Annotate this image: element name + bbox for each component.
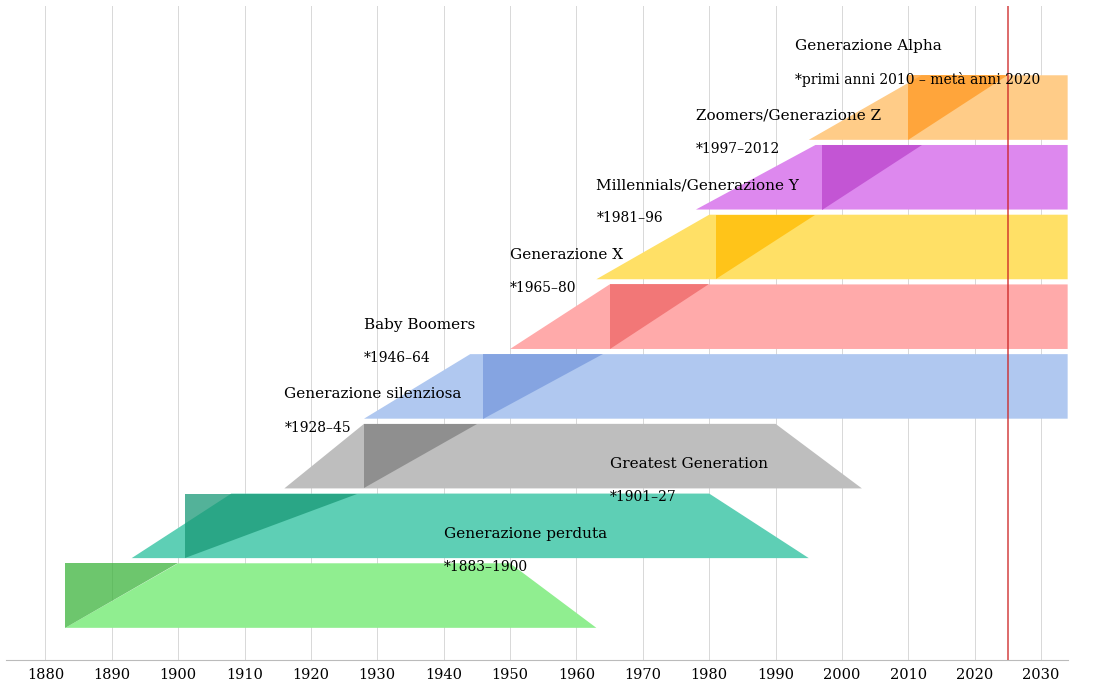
Polygon shape [510, 284, 1068, 349]
Text: *1901–27: *1901–27 [609, 491, 676, 504]
Text: Generazione silenziosa: Generazione silenziosa [285, 387, 462, 401]
Polygon shape [808, 75, 1068, 140]
Polygon shape [65, 563, 596, 628]
Polygon shape [364, 424, 477, 488]
Polygon shape [65, 563, 178, 628]
Polygon shape [716, 215, 815, 279]
Polygon shape [696, 145, 1068, 210]
Polygon shape [132, 493, 808, 558]
Text: Zoomers/Generazione Z: Zoomers/Generazione Z [696, 109, 881, 122]
Text: Baby Boomers: Baby Boomers [364, 318, 475, 332]
Text: *1928–45: *1928–45 [285, 420, 351, 435]
Polygon shape [909, 75, 1008, 140]
Polygon shape [484, 354, 603, 419]
Text: Greatest Generation: Greatest Generation [609, 457, 768, 471]
Polygon shape [596, 215, 1068, 279]
Polygon shape [822, 145, 922, 210]
Text: *1965–80: *1965–80 [510, 281, 576, 295]
Text: *1946–64: *1946–64 [364, 351, 431, 365]
Text: *primi anni 2010 – metà anni 2020: *primi anni 2010 – metà anni 2020 [795, 72, 1041, 87]
Text: *1981–96: *1981–96 [596, 211, 663, 226]
Text: Generazione Alpha: Generazione Alpha [795, 39, 943, 53]
Polygon shape [364, 354, 1068, 419]
Polygon shape [285, 424, 862, 488]
Text: Generazione perduta: Generazione perduta [443, 527, 607, 541]
Polygon shape [609, 284, 710, 349]
Text: *1883–1900: *1883–1900 [443, 560, 528, 574]
Text: Millennials/Generazione Y: Millennials/Generazione Y [596, 178, 800, 192]
Text: Generazione X: Generazione X [510, 248, 624, 262]
Polygon shape [185, 493, 358, 558]
Text: *1997–2012: *1997–2012 [696, 142, 780, 155]
